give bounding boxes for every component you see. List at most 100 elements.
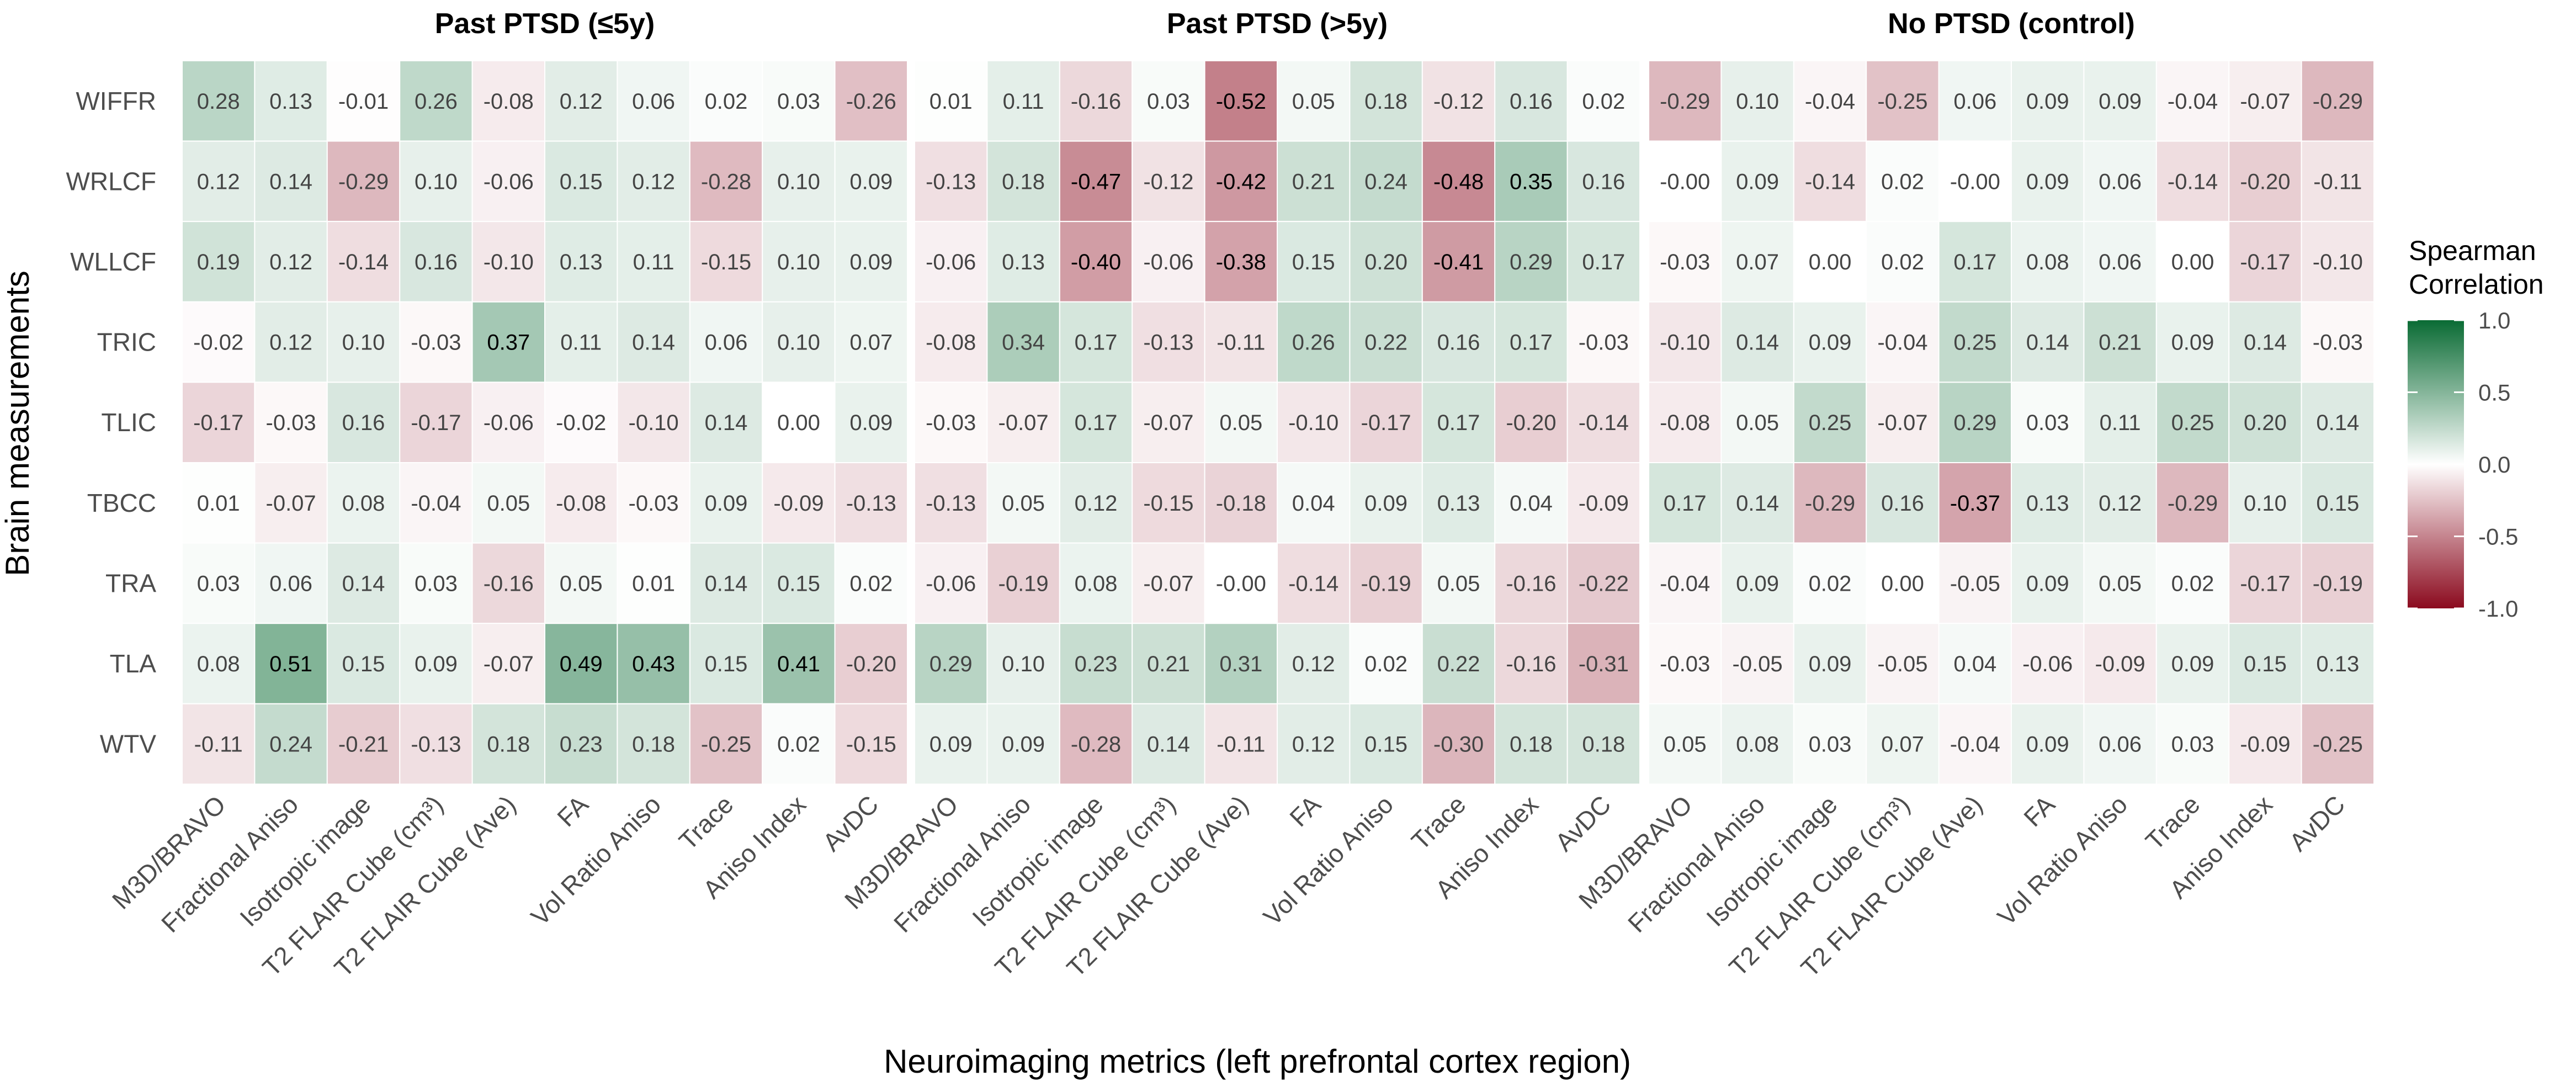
heatmap-cell — [1349, 462, 1423, 544]
heatmap-cell — [834, 381, 908, 464]
panel-title: Past PTSD (≤5y) — [435, 8, 655, 40]
cell-value-label: 0.05 — [1219, 411, 1262, 435]
cell-value-label: 0.16 — [1510, 89, 1553, 114]
panel-2: Past PTSD (>5y) 0.01 0.11 -0.16 0.03 -0.52 0.0… — [914, 8, 1641, 785]
legend-tick-label: 1.0 — [2478, 308, 2510, 333]
heatmap-cell — [689, 542, 763, 624]
cell-value-label: 0.15 — [1364, 733, 1407, 757]
heatmap-cell — [1421, 60, 1496, 142]
heatmap-cell — [1204, 703, 1278, 785]
legend-tick-label: 0.0 — [2478, 452, 2510, 478]
heatmap-cell — [1349, 140, 1423, 222]
cell-value-label: 0.29 — [1510, 250, 1553, 274]
heatmap-cell — [617, 221, 691, 303]
cell-value-label: -0.20 — [846, 652, 896, 676]
cell-value-label: 0.14 — [342, 571, 385, 596]
heatmap-cell — [326, 60, 401, 142]
heatmap-cell — [1793, 301, 1867, 383]
heatmap-cell — [762, 703, 836, 785]
panel-1: Past PTSD (≤5y) 0.28 0.13 -0.01 0.26 -0.08 0.1… — [182, 8, 908, 785]
heatmap-cell — [2155, 623, 2230, 704]
cell-value-label: -0.10 — [1660, 331, 1710, 355]
y-tick-wrlcf: WRLCF — [66, 167, 156, 195]
cell-value-label: 0.11 — [2100, 411, 2141, 435]
heatmap-cell — [2155, 60, 2230, 142]
heatmap-cell — [762, 140, 836, 222]
cell-value-label: 0.18 — [632, 733, 675, 757]
cell-value-label: 0.10 — [415, 169, 458, 194]
heatmap-cell — [762, 221, 836, 303]
cell-value-label: 0.24 — [269, 733, 312, 757]
heatmap-cell — [1349, 542, 1423, 624]
heatmap-cell — [689, 703, 763, 785]
heatmap-cell — [254, 221, 328, 303]
heatmap-cell — [1720, 462, 1794, 544]
cell-value-label: -0.03 — [1660, 652, 1710, 676]
cell-value-label: 0.17 — [1075, 411, 1118, 435]
heatmap-cell — [2228, 140, 2302, 222]
cell-value-label: 0.12 — [2099, 491, 2142, 516]
panel-title: Past PTSD (>5y) — [1167, 8, 1388, 40]
x-tick-avdc: AvDC — [1549, 790, 1616, 857]
heatmap-cell — [1059, 462, 1133, 544]
cell-value-label: 0.09 — [2026, 733, 2069, 757]
cell-value-label: 0.26 — [415, 89, 458, 114]
cell-value-label: 0.16 — [415, 250, 458, 274]
heatmap-cell — [689, 221, 763, 303]
cell-value-label: -0.03 — [2313, 331, 2363, 355]
cell-value-label: 0.15 — [2244, 652, 2287, 676]
heatmap-cell — [1421, 462, 1496, 544]
cell-value-label: 0.19 — [197, 250, 240, 274]
cell-value-label: 0.03 — [415, 571, 458, 596]
heatmap-cell — [1866, 703, 1940, 785]
heatmap-cell — [544, 703, 618, 785]
cell-value-label: 0.14 — [632, 331, 675, 355]
panel-title: No PTSD (control) — [1888, 8, 2135, 40]
heatmap-cell — [254, 140, 328, 222]
cell-value-label: 0.21 — [1292, 169, 1335, 194]
heatmap-cell — [762, 623, 836, 704]
cell-value-label: -0.17 — [2240, 571, 2290, 596]
cell-value-label: 0.14 — [2244, 331, 2287, 355]
heatmap-cell — [617, 140, 691, 222]
heatmap-cell — [182, 301, 256, 383]
cell-value-label: 0.17 — [1582, 250, 1625, 274]
heatmap-cell — [2083, 60, 2157, 142]
cell-value-label: -0.47 — [1071, 169, 1121, 194]
cell-value-label: 0.06 — [705, 331, 748, 355]
cell-value-label: 0.21 — [1147, 652, 1190, 676]
heatmap-cell — [2083, 301, 2157, 383]
cell-value-label: -0.11 — [194, 733, 243, 757]
cell-value-label: 0.09 — [705, 491, 748, 516]
heatmap-cell — [1494, 462, 1568, 544]
cell-value-label: -0.29 — [2313, 89, 2363, 114]
cell-value-label: -0.19 — [1361, 571, 1411, 596]
x-axis-title: Neuroimaging metrics (left prefrontal co… — [884, 1043, 1631, 1080]
cell-value-label: 0.07 — [1881, 733, 1924, 757]
legend-title-line1: Spearman — [2409, 235, 2536, 266]
cell-value-label: 0.31 — [1219, 652, 1262, 676]
heatmap-cell — [986, 140, 1060, 222]
heatmap-cell — [1204, 381, 1278, 464]
heatmap-cell — [986, 301, 1060, 383]
heatmap-cell — [1566, 381, 1641, 464]
heatmap-cell — [762, 381, 836, 464]
cell-value-label: 0.08 — [2026, 250, 2069, 274]
heatmap-cell — [471, 703, 545, 785]
cell-value-label: -0.20 — [1506, 411, 1556, 435]
x-tick-trace: Trace — [1406, 790, 1472, 856]
cell-value-label: 0.10 — [2244, 491, 2287, 516]
cell-value-label: 0.13 — [2316, 652, 2359, 676]
heatmap-panels: Past PTSD (≤5y) 0.28 0.13 -0.01 0.26 -0.08 0.1… — [182, 8, 2375, 785]
cell-value-label: -0.09 — [773, 491, 824, 516]
heatmap-cell — [1349, 703, 1423, 785]
cell-value-label: -0.09 — [1579, 491, 1629, 516]
cell-value-label: -0.37 — [1950, 491, 2000, 516]
cell-value-label: -0.19 — [998, 571, 1049, 596]
heatmap-cell — [2301, 381, 2375, 464]
cell-value-label: 0.17 — [1664, 491, 1707, 516]
x-tick-avdc: AvDC — [817, 790, 884, 857]
heatmap-cell — [1648, 60, 1722, 142]
legend-tick-label: -0.5 — [2478, 524, 2518, 550]
